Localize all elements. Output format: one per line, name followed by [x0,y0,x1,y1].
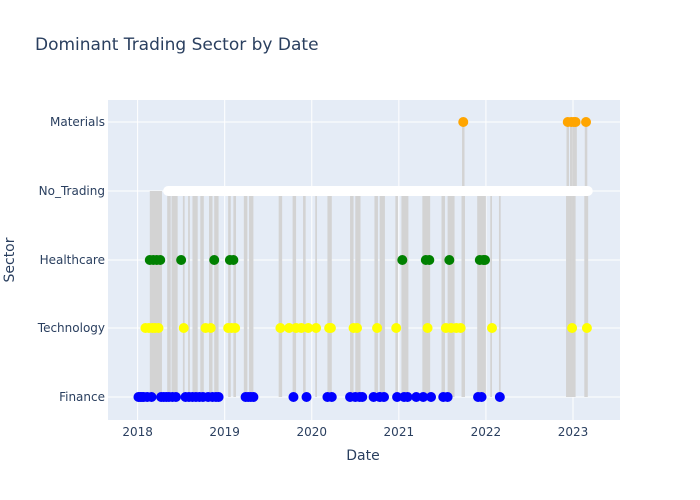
data-point [422,323,433,333]
data-point [392,392,403,402]
connector-band [566,191,576,397]
data-point [480,255,491,265]
x-tick-label: 2021 [384,425,415,439]
connector-band [167,191,171,397]
y-tick-label: Technology [37,321,105,335]
connector-band [192,191,198,397]
connector-band [214,191,219,397]
data-point [357,392,368,402]
connector-band [233,191,236,397]
x-tick-labels: 2018 2019 2020 2021 2022 2023 [122,425,588,439]
data-point [424,255,435,265]
data-point [352,323,363,333]
data-point [570,117,581,127]
data-point [411,392,422,402]
data-point [275,323,286,333]
connector-band [490,191,492,397]
x-tick-label: 2023 [558,425,589,439]
data-point [391,323,402,333]
data-point [170,392,181,402]
connector-band [315,191,317,397]
data-point [311,323,322,333]
connector-band [278,191,283,397]
data-point [397,255,408,265]
connector-band [395,191,398,397]
x-tick-label: 2018 [122,425,153,439]
data-point [205,323,216,333]
connector-band [292,191,297,397]
connector-band [355,191,361,397]
data-point [487,323,497,333]
connector-band [200,191,204,397]
x-tick-label: 2022 [471,425,502,439]
connector-band [209,191,213,397]
data-point [372,323,383,333]
data-point [476,392,487,402]
data-point [379,392,390,402]
connector-band [149,191,162,397]
x-tick-label: 2019 [209,425,240,439]
data-point [213,392,224,402]
x-axis-title: Date [346,448,379,464]
connector-band [447,191,455,397]
connector-band [228,191,231,397]
connector-band [498,191,501,397]
data-point [442,392,453,402]
connector-band [379,191,385,397]
data-point [444,255,455,265]
chart-title: Dominant Trading Sector by Date [35,35,319,55]
data-point [455,323,466,333]
x-tick-label: 2020 [296,425,327,439]
connector-band [350,191,354,397]
data-point [228,255,239,265]
connector-band [171,191,178,397]
connector-band [374,191,378,397]
data-point [178,323,189,333]
data-point [402,392,413,402]
y-tick-label: No_Trading [39,184,105,198]
y-tick-labels: Finance Technology Healthcare No_Trading Mat… [37,115,105,404]
data-point [209,255,220,265]
connector-band [243,191,248,397]
data-point [303,323,314,333]
data-point [146,392,157,402]
data-point [296,323,307,333]
data-point [153,323,164,333]
data-point [284,323,295,333]
connector-band [477,191,486,397]
connector-band [461,191,466,397]
y-tick-label: Materials [50,115,105,129]
data-point [325,323,336,333]
data-point [301,392,312,402]
data-point [326,392,337,402]
data-point [176,255,187,265]
connector-band [182,191,185,397]
connector-band [441,191,445,397]
data-point [230,323,241,333]
data-point [581,323,592,333]
connector-band [327,191,332,397]
data-point [567,323,578,333]
data-point [458,117,469,127]
data-point [426,392,437,402]
data-point [288,392,299,402]
connector-band [249,191,254,397]
data-points [133,117,592,402]
connector-band [303,191,306,397]
data-point [581,117,592,127]
data-point [248,392,259,402]
connector-band [188,191,190,397]
y-tick-label: Finance [59,390,105,404]
y-tick-label: Healthcare [40,253,105,267]
data-point [155,255,166,265]
data-point [418,392,429,402]
data-point [494,392,505,402]
y-axis-title: Sector [2,237,18,282]
connector-band [422,191,431,397]
connector-lines [149,122,589,397]
connector-band [401,191,409,397]
